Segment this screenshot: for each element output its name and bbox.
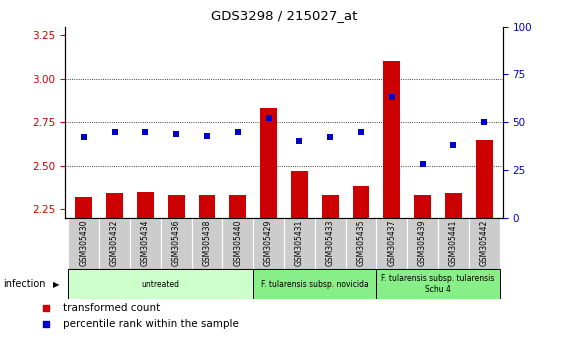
Point (80, 135, 89, 140)
Text: GSM305437: GSM305437 (387, 219, 396, 266)
Bar (229, 195, 247, 218)
Bar (476, 139, 492, 218)
Bar (168, 195, 185, 218)
Bar (377, 269, 500, 299)
Bar (223, 218, 253, 269)
Point (295, 138, 304, 144)
Bar (315, 218, 345, 269)
Text: GSM305429: GSM305429 (264, 219, 273, 266)
Point (141, 129, 150, 135)
Text: GSM305440: GSM305440 (233, 219, 243, 266)
Point (418, 161, 427, 167)
Bar (99, 218, 130, 269)
Text: GDS3298 / 215027_at: GDS3298 / 215027_at (211, 9, 357, 22)
Bar (345, 218, 377, 269)
Text: GSM305439: GSM305439 (418, 219, 427, 266)
Point (41, 321, 51, 327)
Bar (253, 269, 377, 299)
Bar (137, 192, 154, 218)
Bar (407, 218, 438, 269)
Text: GSM305433: GSM305433 (325, 219, 335, 266)
Bar (106, 193, 123, 218)
Bar (438, 218, 469, 269)
Bar (353, 187, 369, 218)
Bar (321, 195, 339, 218)
Point (41, 305, 51, 311)
Text: transformed count: transformed count (62, 303, 160, 313)
Bar (284, 218, 315, 269)
Bar (445, 193, 462, 218)
Bar (377, 218, 407, 269)
Point (479, 119, 488, 125)
Text: infection: infection (3, 279, 45, 289)
Text: GSM305436: GSM305436 (172, 219, 181, 266)
Bar (260, 108, 277, 218)
Text: GSM305442: GSM305442 (480, 219, 488, 266)
Text: GSM305438: GSM305438 (203, 219, 211, 266)
Text: GSM305441: GSM305441 (449, 219, 458, 266)
Bar (191, 218, 223, 269)
Text: F. tularensis subsp. tularensis
Schu 4: F. tularensis subsp. tularensis Schu 4 (381, 274, 495, 294)
Text: GSM305435: GSM305435 (357, 219, 365, 266)
Text: ▶: ▶ (53, 280, 60, 289)
Bar (414, 195, 431, 218)
Text: percentile rank within the sample: percentile rank within the sample (62, 319, 239, 329)
Bar (291, 171, 308, 218)
Text: F. tularensis subsp. novicida: F. tularensis subsp. novicida (261, 280, 369, 289)
Text: GSM305430: GSM305430 (80, 219, 88, 266)
Bar (68, 269, 253, 299)
Bar (469, 218, 500, 269)
Text: GSM305432: GSM305432 (110, 219, 119, 266)
Point (110, 129, 119, 135)
Bar (253, 218, 284, 269)
Point (233, 129, 243, 135)
Point (387, 95, 396, 100)
Bar (161, 218, 191, 269)
Point (325, 135, 335, 140)
Text: GSM305431: GSM305431 (295, 219, 304, 266)
Text: GSM305434: GSM305434 (141, 219, 150, 266)
Text: untreated: untreated (142, 280, 180, 289)
Bar (68, 218, 99, 269)
Bar (199, 195, 215, 218)
Bar (130, 218, 161, 269)
Point (172, 131, 181, 136)
Point (202, 133, 211, 138)
Bar (383, 61, 400, 218)
Point (357, 129, 366, 135)
Point (449, 142, 458, 148)
Point (264, 115, 273, 121)
Bar (76, 197, 92, 218)
